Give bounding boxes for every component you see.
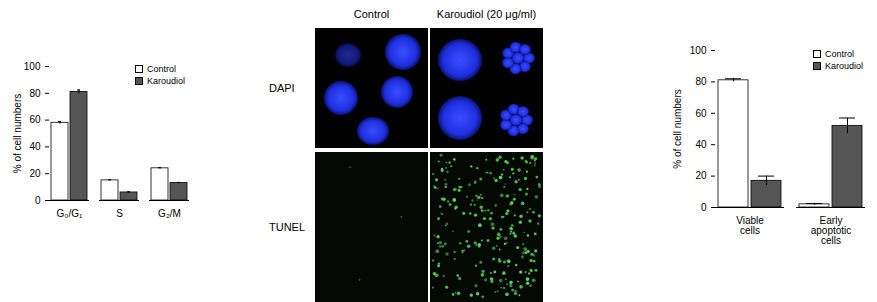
svg-text:40: 40 [29, 141, 41, 152]
svg-text:Earlyapoptoticcells: Earlyapoptoticcells [811, 215, 852, 246]
svg-text:DAPI: DAPI [269, 82, 295, 94]
svg-text:100: 100 [24, 61, 41, 72]
svg-text:60: 60 [695, 108, 707, 119]
svg-text:G₂/M: G₂/M [158, 208, 181, 219]
svg-text:Karoudiol (20 μg/ml): Karoudiol (20 μg/ml) [437, 8, 536, 20]
svg-text:% of cell numbers: % of cell numbers [12, 94, 23, 173]
html-text:Control: Control [147, 64, 176, 74]
svg-text:TUNEL: TUNEL [269, 221, 305, 233]
svg-text:Viablecells: Viablecells [736, 215, 764, 236]
svg-text:20: 20 [695, 170, 707, 181]
html-text:Karoudiol: Karoudiol [147, 76, 185, 86]
html-text:Control: Control [825, 49, 854, 59]
svg-text:100: 100 [690, 45, 707, 56]
svg-text:0: 0 [701, 202, 707, 213]
svg-text:% of cell numbers: % of cell numbers [672, 89, 683, 168]
html-text:Karoudiol: Karoudiol [825, 61, 863, 71]
svg-text:80: 80 [695, 76, 707, 87]
svg-text:S: S [116, 208, 123, 219]
svg-text:20: 20 [29, 168, 41, 179]
svg-text:40: 40 [695, 139, 707, 150]
svg-text:G₀/G₁: G₀/G₁ [57, 208, 83, 219]
svg-text:80: 80 [29, 88, 41, 99]
svg-text:60: 60 [29, 114, 41, 125]
svg-text:Control: Control [354, 8, 389, 20]
svg-text:0: 0 [35, 195, 41, 206]
